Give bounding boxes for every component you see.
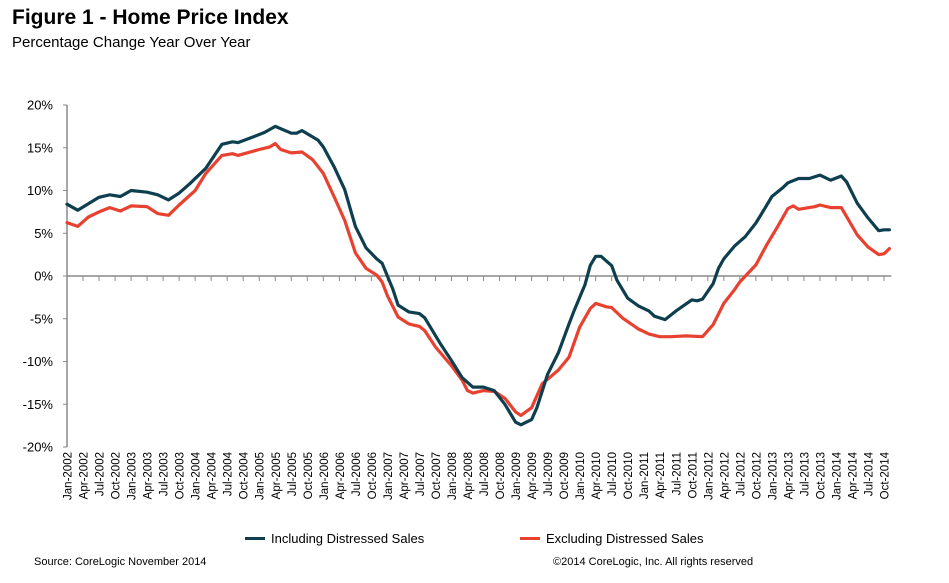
x-tick-label: Jul-2005 <box>287 452 299 496</box>
x-tick-label: Apr-2012 <box>719 452 731 499</box>
series-line-excluding-distressed <box>65 141 891 417</box>
y-tick-label: -5% <box>30 311 54 326</box>
x-tick-label: Jul-2003 <box>159 452 171 496</box>
x-tick-label: Oct-2005 <box>303 452 315 499</box>
x-tick-label: Oct-2004 <box>239 451 251 499</box>
x-tick-label: Jan-2013 <box>767 452 779 500</box>
x-tick-label: Jan-2012 <box>703 452 715 500</box>
x-tick-label: Apr-2002 <box>79 452 91 499</box>
legend-item-including: Including Distressed Sales <box>245 531 424 546</box>
x-tick-label: Jul-2010 <box>607 452 619 496</box>
x-tick-label: Jan-2002 <box>63 452 75 500</box>
y-tick-label: 0% <box>34 269 53 284</box>
x-tick-label: Apr-2013 <box>783 452 795 499</box>
x-tick-label: Apr-2014 <box>847 451 859 499</box>
x-tick-label: Jan-2005 <box>255 452 267 500</box>
x-tick-label: Apr-2004 <box>207 451 219 499</box>
x-tick-label: Oct-2013 <box>815 452 827 499</box>
chart-subtitle: Percentage Change Year Over Year <box>12 34 251 51</box>
x-tick-label: Oct-2009 <box>559 452 571 499</box>
x-tick-label: Jan-2007 <box>383 452 395 500</box>
x-tick-label: Jul-2007 <box>415 452 427 496</box>
x-tick-label: Jan-2006 <box>319 452 331 500</box>
y-tick-label: 10% <box>27 183 53 198</box>
x-tick-label: Jan-2008 <box>447 452 459 500</box>
legend-swatch-including <box>245 537 265 540</box>
x-tick-label: Jan-2014 <box>831 451 843 500</box>
x-tick-label: Jul-2014 <box>864 451 876 496</box>
legend-label-excluding: Excluding Distressed Sales <box>546 531 704 546</box>
x-tick-label: Jul-2012 <box>735 452 747 496</box>
x-tick-label: Oct-2006 <box>367 452 379 499</box>
x-tick-label: Apr-2010 <box>591 452 603 499</box>
x-tick-label: Jan-2011 <box>639 452 651 499</box>
x-tick-label: Oct-2012 <box>751 452 763 499</box>
x-tick-label: Jul-2011 <box>671 452 683 495</box>
x-tick-label: Apr-2006 <box>335 452 347 499</box>
x-tick-label: Jul-2008 <box>479 452 491 496</box>
x-tick-label: Apr-2005 <box>271 452 283 499</box>
x-tick-label: Apr-2003 <box>143 452 155 499</box>
y-tick-label: -10% <box>23 354 54 369</box>
x-tick-label: Oct-2002 <box>111 452 123 499</box>
x-tick-label: Oct-2008 <box>495 452 507 499</box>
x-tick-label: Oct-2003 <box>175 452 187 499</box>
x-tick-label: Apr-2008 <box>463 452 475 499</box>
copyright-note: ©2014 CoreLogic, Inc. All rights reserve… <box>553 556 754 568</box>
series-line-including-distressed <box>65 124 891 427</box>
x-tick-label: Jan-2003 <box>127 452 139 500</box>
x-tick-label: Jan-2010 <box>575 452 587 500</box>
y-tick-label: 5% <box>34 226 53 241</box>
x-tick-label: Oct-2010 <box>623 452 635 499</box>
y-tick-label: -20% <box>23 440 54 455</box>
x-tick-label: Jan-2004 <box>191 451 203 500</box>
x-tick-label: Jul-2013 <box>799 452 811 496</box>
chart-title: Figure 1 - Home Price Index <box>12 6 289 29</box>
x-tick-label: Apr-2009 <box>527 452 539 499</box>
x-tick-label: Jul-2006 <box>351 452 363 496</box>
x-tick-label: Jul-2009 <box>543 452 555 496</box>
x-tick-label: Apr-2011 <box>655 452 667 498</box>
x-tick-label: Oct-2014 <box>880 451 892 499</box>
x-tick-label: Oct-2011 <box>687 452 699 498</box>
x-tick-label: Jan-2009 <box>511 452 523 500</box>
y-tick-label: 20% <box>27 98 53 113</box>
x-tick-label: Jul-2004 <box>223 451 235 496</box>
x-tick-label: Oct-2007 <box>431 452 443 499</box>
x-tick-label: Jul-2002 <box>95 452 107 496</box>
source-note: Source: CoreLogic November 2014 <box>34 556 207 568</box>
y-tick-label: 15% <box>27 140 53 155</box>
legend-swatch-excluding <box>520 537 540 540</box>
legend-item-excluding: Excluding Distressed Sales <box>520 531 704 546</box>
x-tick-label: Apr-2007 <box>399 452 411 499</box>
legend-label-including: Including Distressed Sales <box>271 531 425 546</box>
y-tick-label: -15% <box>23 397 54 412</box>
